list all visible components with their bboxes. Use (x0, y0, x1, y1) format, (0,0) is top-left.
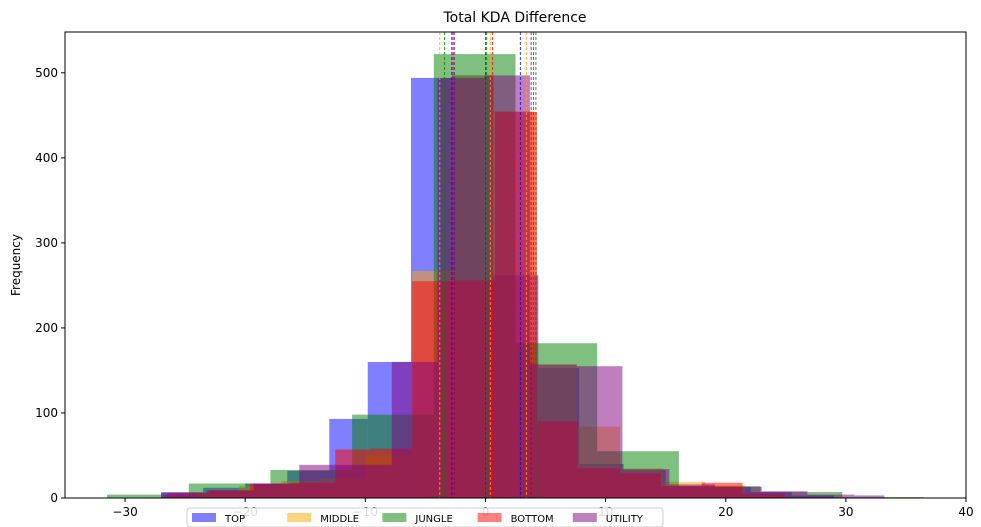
y-tick-label-0: 0 (50, 491, 58, 505)
plot-area (107, 32, 924, 499)
bar-utility-12 (714, 486, 762, 498)
y-axis-label: Frequency (9, 234, 23, 296)
bar-utility-8 (529, 364, 577, 498)
series-utility (161, 75, 885, 498)
legend-swatch-middle (287, 513, 312, 522)
legend-swatch-top (192, 513, 216, 522)
y-axis: 0 100 200 300 400 500 (35, 66, 65, 505)
x-tick-label-6: 30 (838, 505, 853, 519)
y-tick-label-1: 100 (35, 406, 58, 420)
legend-swatch-bottom (477, 513, 502, 522)
bar-utility-7 (484, 75, 530, 498)
bar-utility-0 (161, 492, 207, 498)
x-tick-label-5: 20 (718, 505, 733, 519)
y-tick-label-2: 200 (35, 321, 58, 335)
legend-frame (186, 507, 664, 527)
x-tick-label-7: 40 (958, 505, 973, 519)
chart-title: Total KDA Difference (442, 10, 586, 26)
legend: TOP MIDDLE JUNGLE BOTTOM UTILITY (186, 507, 664, 527)
bar-utility-1 (206, 490, 254, 498)
bar-utility-5 (391, 361, 438, 498)
y-tick-label-3: 300 (35, 236, 58, 250)
legend-swatch-utility (572, 513, 597, 522)
bar-utility-14 (807, 494, 855, 498)
bar-jungle-0 (107, 494, 189, 498)
bar-utility-9 (576, 366, 623, 498)
legend-label-bottom: BOTTOM (511, 514, 554, 525)
bar-utility-15 (854, 495, 885, 498)
bar-utility-2 (253, 483, 300, 498)
x-tick-label-0: −30 (112, 505, 137, 519)
bar-utility-6 (437, 77, 485, 498)
axes-frame (64, 31, 967, 499)
bar-utility-3 (299, 464, 347, 498)
bar-utility-13 (761, 491, 808, 498)
legend-label-middle: MIDDLE (320, 514, 359, 525)
legend-label-utility: UTILITY (606, 514, 644, 525)
legend-label-top: TOP (224, 514, 245, 525)
legend-label-jungle: JUNGLE (414, 514, 452, 525)
legend-swatch-jungle (382, 513, 407, 522)
bar-utility-4 (346, 464, 392, 498)
y-tick-label-5: 500 (35, 66, 58, 80)
bar-utility-11 (669, 484, 715, 498)
bar-utility-10 (622, 469, 670, 498)
y-tick-label-4: 400 (35, 151, 58, 165)
